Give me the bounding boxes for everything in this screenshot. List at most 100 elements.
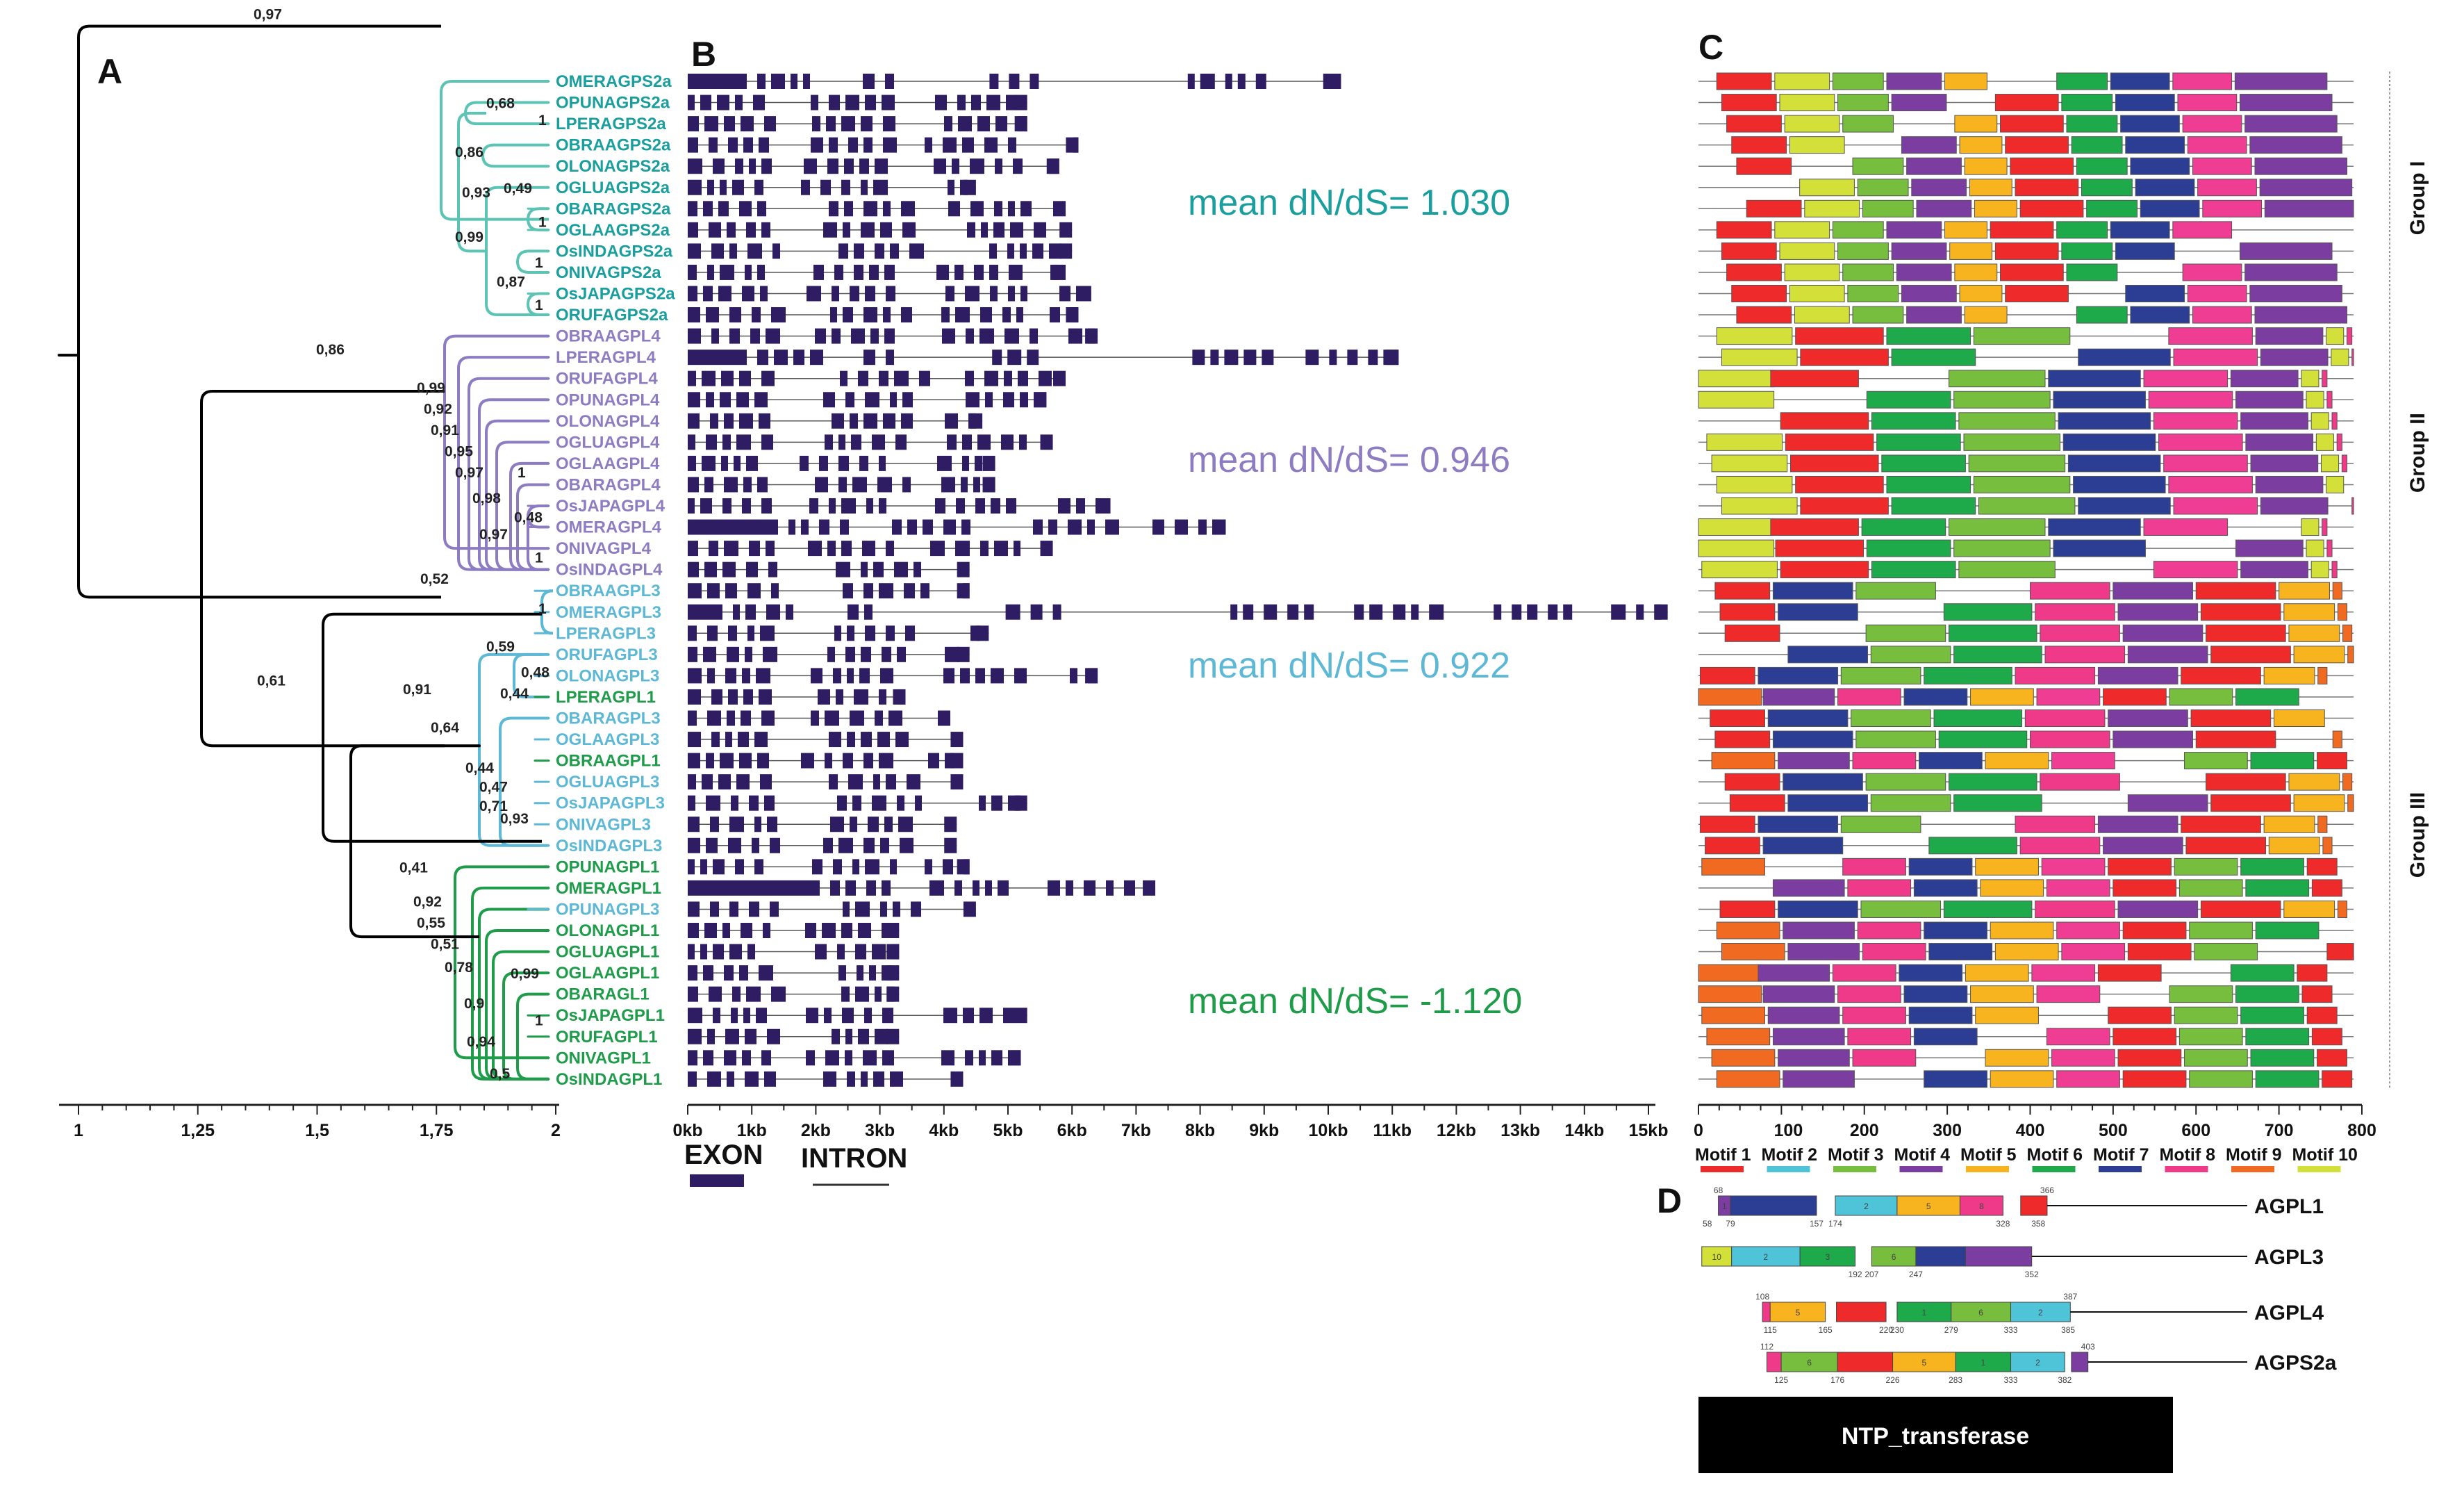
exon-block (885, 74, 894, 89)
exon-block (829, 201, 838, 217)
exon-block (710, 413, 718, 429)
exon-block (713, 158, 725, 174)
motif-block (2115, 242, 2175, 260)
exon-block (1010, 222, 1023, 238)
exon-block (770, 901, 779, 917)
motif-block (2260, 348, 2329, 366)
motif-block (1758, 666, 1839, 684)
motif-block (2062, 433, 2156, 451)
motif-block (2235, 539, 2304, 557)
motif-block (1701, 561, 1778, 579)
motif-block (2250, 454, 2319, 473)
motif-block (2115, 94, 2175, 112)
motif-legend-label: Motif 3 (1828, 1145, 1884, 1165)
taxon-label: OGLAAGPS2a (556, 221, 670, 240)
motif-block (2249, 285, 2342, 302)
taxon-label: ONIVAGPL3 (556, 815, 651, 834)
domain-position-number: 207 (1864, 1270, 1878, 1279)
motif-block (2076, 157, 2128, 175)
exon-block (970, 158, 984, 174)
motif-block (1866, 539, 1951, 557)
exon-block (851, 434, 861, 450)
motif-block (2326, 391, 2333, 409)
taxon-label: OLONAGPL1 (556, 921, 659, 940)
motif-block (2317, 752, 2348, 770)
motif-block (2283, 900, 2335, 918)
motif-block (2103, 688, 2167, 706)
exon-block (904, 583, 915, 599)
motif-block (2293, 646, 2345, 664)
motif-block (2040, 773, 2120, 791)
motif-block (1726, 115, 1782, 133)
exon-block (700, 944, 707, 960)
exon-block (1076, 498, 1085, 514)
exon-block (720, 179, 727, 195)
motif-block (1924, 666, 2012, 684)
motif-block (2189, 1070, 2253, 1088)
exon-block (747, 583, 761, 599)
exon-block (954, 264, 964, 280)
exon-block (847, 625, 854, 641)
motif-block (2110, 221, 2170, 239)
exon-block (989, 264, 998, 280)
motif-block (1699, 815, 1755, 833)
motif-block (1949, 624, 2037, 642)
exon-block (763, 646, 777, 662)
exon-block (838, 455, 849, 471)
exon-block (863, 137, 873, 153)
exon-block (934, 158, 946, 174)
motif-block (2250, 752, 2315, 770)
exon-block (826, 116, 836, 132)
exon-block (1008, 137, 1016, 153)
clade-gpl4-1 (468, 377, 549, 571)
exon-block (911, 901, 921, 917)
motif-block (2112, 879, 2177, 897)
motif-axis-tick-label: 300 (1933, 1121, 1962, 1140)
motif-block (2036, 688, 2101, 706)
exon-block (836, 689, 843, 705)
exon-block (806, 1050, 815, 1066)
support-value: 0,9 (464, 996, 484, 1012)
motif-block (1778, 603, 1858, 621)
exon-block (905, 625, 915, 641)
exon-block (728, 137, 738, 153)
gene-axis-tick-label: 0kb (672, 1121, 702, 1140)
motif-block (1949, 242, 1993, 260)
motif-block (2061, 943, 2126, 961)
exon-block (907, 774, 920, 790)
exon-block (711, 732, 720, 748)
exon-block (909, 243, 924, 259)
motif-block (1714, 730, 1771, 748)
motif-block (2332, 730, 2342, 748)
motif-block (2255, 327, 2324, 345)
motif-block (1774, 221, 1830, 239)
motif-block (1840, 666, 1921, 684)
motif-block (2058, 412, 2151, 430)
domain-position-number: 115 (1764, 1325, 1777, 1335)
exon-block (749, 158, 756, 174)
motif-block (1924, 921, 1987, 939)
exon-block (1563, 604, 1573, 620)
exon-block (688, 541, 698, 557)
exon-block (882, 1008, 893, 1024)
exon-block (829, 95, 840, 110)
domain-motif-number: 6 (1978, 1308, 1983, 1318)
exon-block (812, 859, 822, 875)
motif-block (2073, 475, 2166, 493)
exon-block (880, 668, 893, 684)
taxon-label: ONIVAGPS2a (556, 263, 661, 282)
exon-block (866, 880, 876, 896)
exon-block (743, 137, 753, 153)
taxon-labels: OMERAGPS2a OPUNAGPS2a LPERAGPS2a OBRAAGPS2a… (556, 72, 675, 1089)
exon-block (703, 965, 713, 981)
motif-block (1943, 603, 2033, 621)
motif-block (2240, 94, 2333, 112)
taxon-label: OPUNAGPS2a (556, 94, 670, 113)
motif-block (1698, 964, 1762, 982)
exon-block (743, 689, 753, 705)
motif-block (2127, 794, 2208, 812)
exon-block (883, 201, 891, 217)
motif-block (2143, 370, 2229, 388)
motif-block (1762, 985, 1835, 1003)
motif-block (2181, 815, 2261, 833)
